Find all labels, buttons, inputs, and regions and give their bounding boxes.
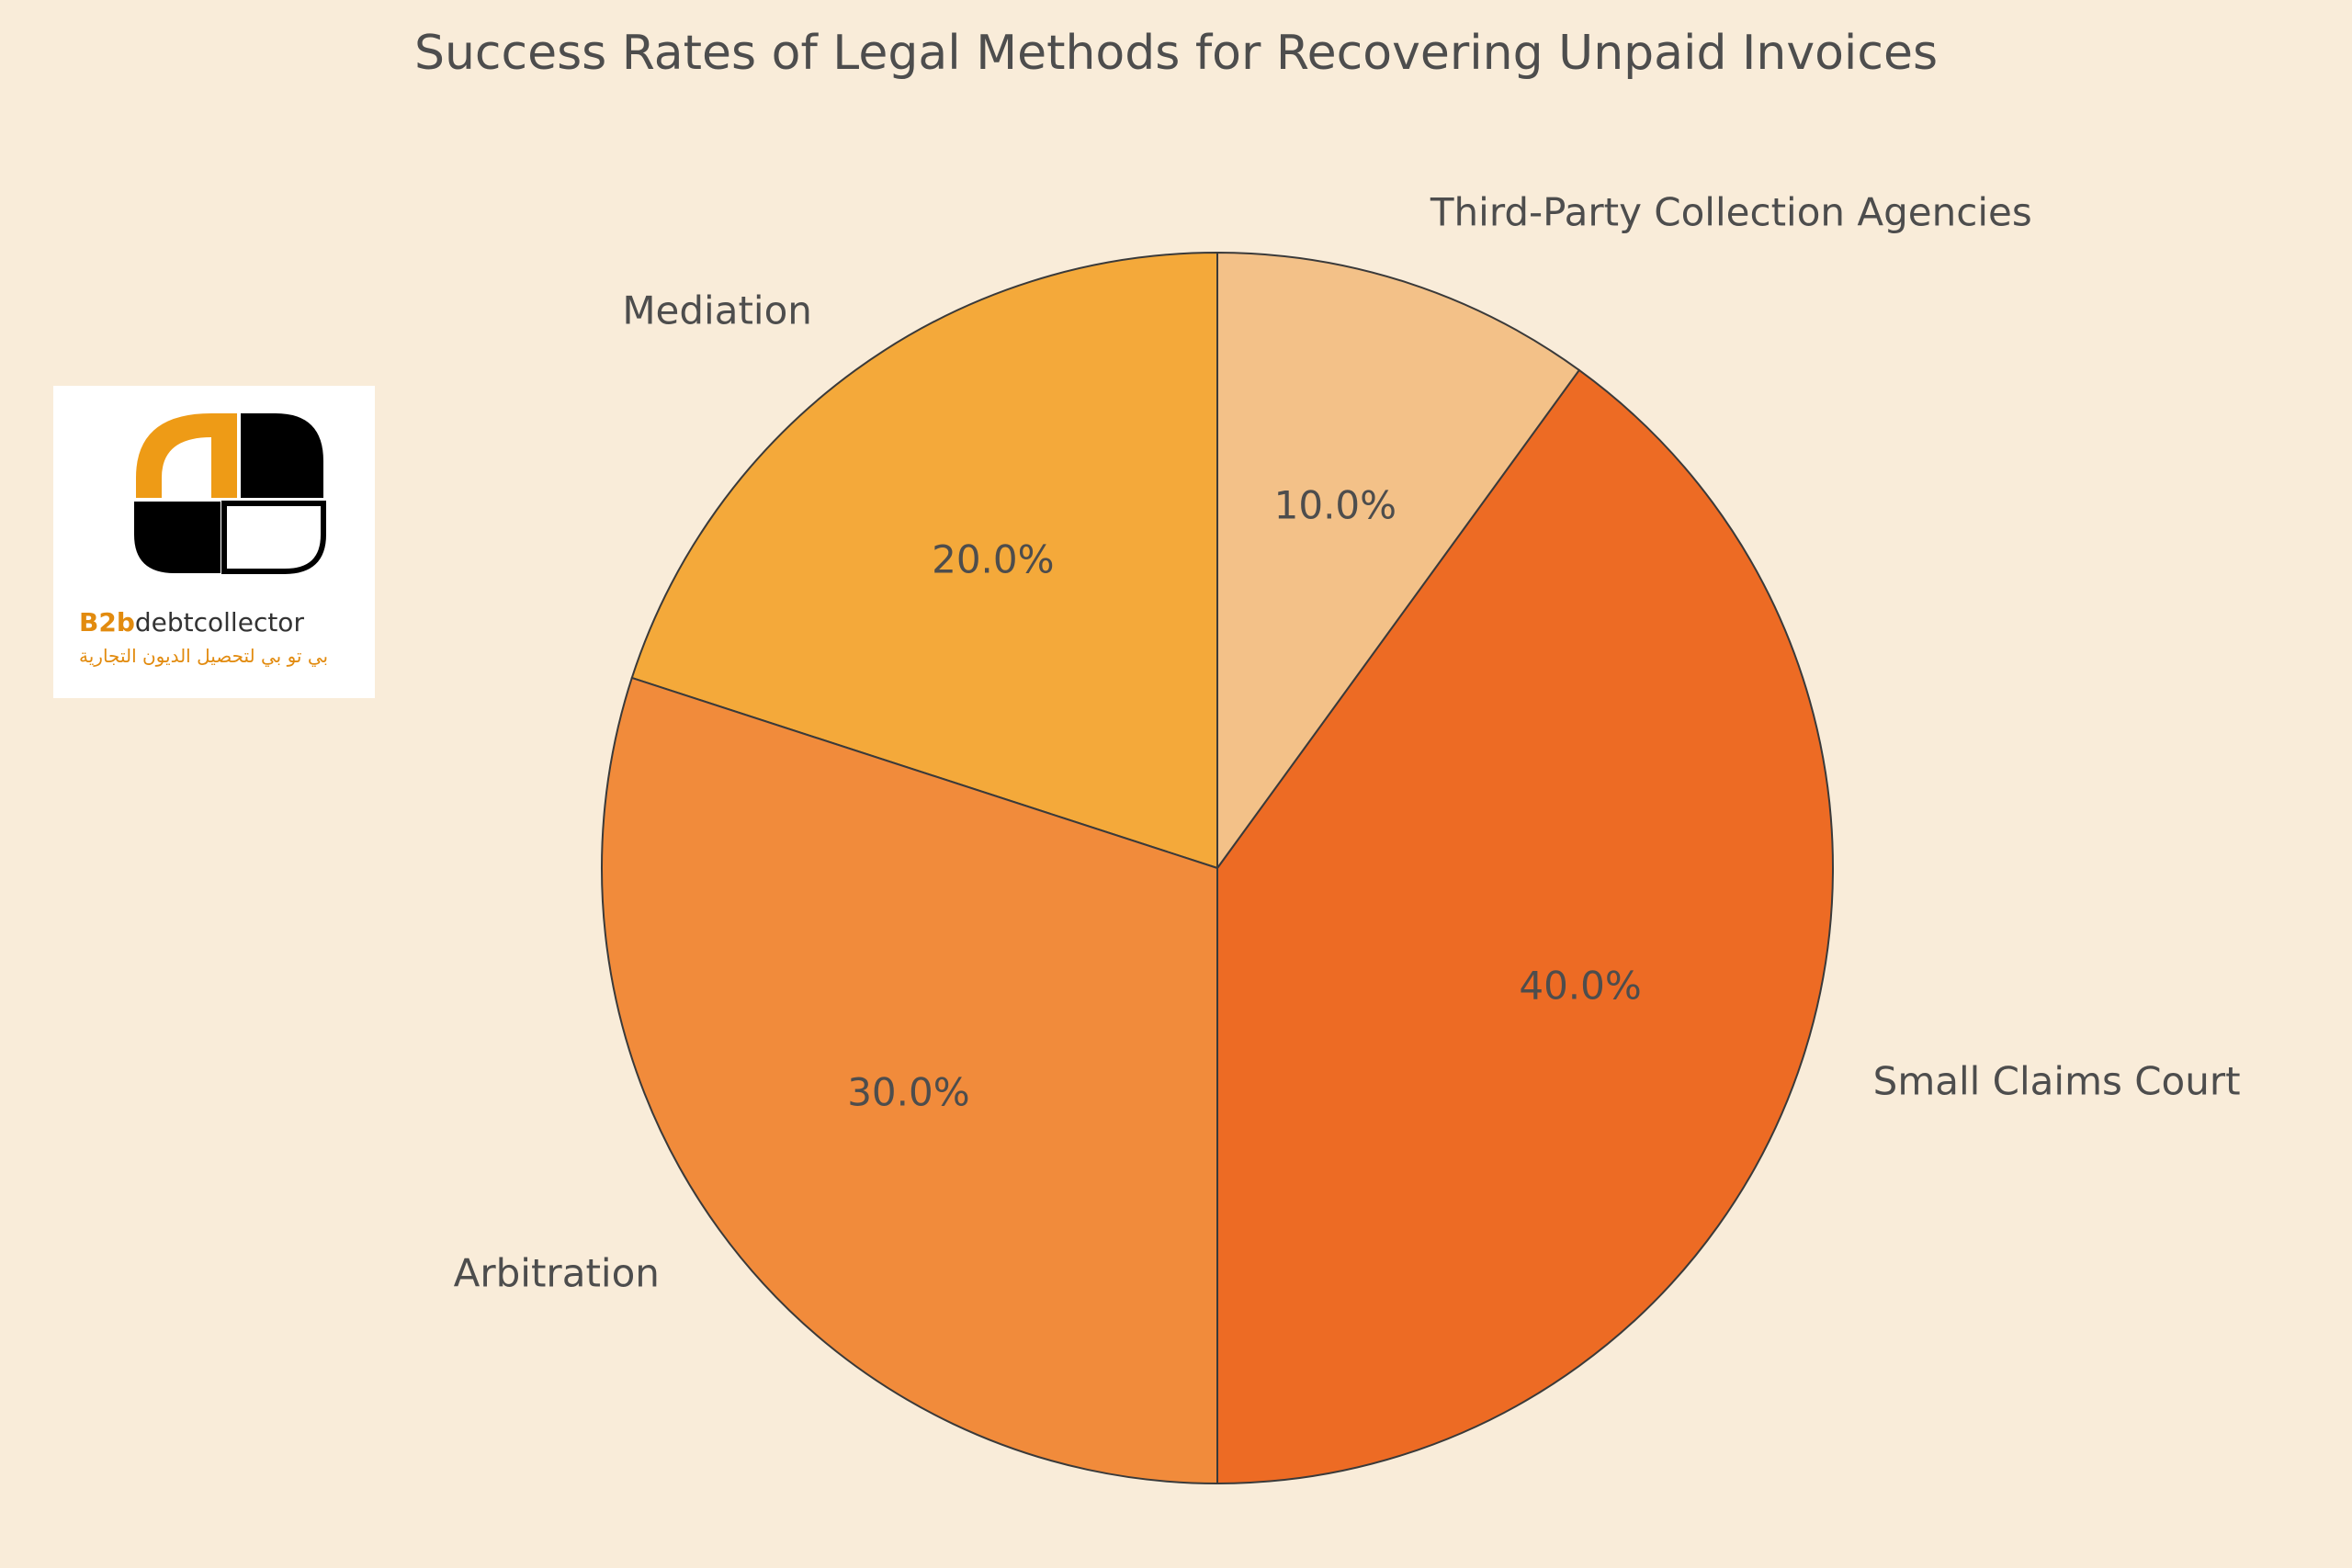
slice-percent: 10.0% — [1274, 482, 1396, 527]
logo-brand-part1: B2b — [79, 607, 135, 637]
slice-label: Arbitration — [454, 1251, 660, 1296]
logo-subtitle-ar: بي تو بي لتحصيل الديون التجارية — [79, 645, 328, 667]
logo-quadrant-bl-icon — [136, 503, 219, 571]
logo-hook-icon — [136, 413, 237, 498]
pie-chart — [0, 0, 2352, 1568]
slice-label: Mediation — [622, 288, 812, 333]
slice-percent: 20.0% — [932, 536, 1054, 581]
logo-quadrant-tr-icon — [241, 413, 323, 498]
chart-container: Success Rates of Legal Methods for Recov… — [0, 0, 2352, 1568]
logo-brand-part2: debtcollector — [135, 607, 304, 637]
slice-percent: 40.0% — [1519, 964, 1641, 1009]
slice-label: Third-Party Collection Agencies — [1430, 190, 2032, 235]
slice-percent: 30.0% — [847, 1070, 969, 1115]
brand-logo: B2bdebtcollector بي تو بي لتحصيل الديون … — [53, 386, 375, 698]
logo-mark — [53, 395, 375, 606]
slice-label: Small Claims Court — [1873, 1058, 2241, 1103]
logo-brand-text: B2bdebtcollector — [79, 607, 304, 637]
logo-quadrant-br-icon — [224, 503, 323, 571]
